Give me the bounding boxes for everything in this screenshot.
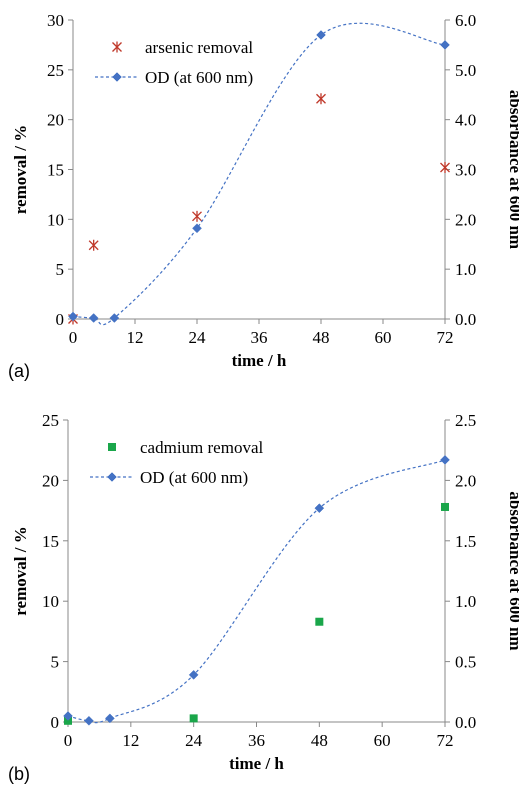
- y2-tick-label: 0.0: [455, 713, 476, 732]
- y2-tick-label: 6.0: [455, 11, 476, 30]
- series-cadmium: [64, 502, 449, 725]
- y2-tick-label: 1.0: [455, 260, 476, 279]
- y-tick-label: 5: [51, 653, 60, 672]
- y2-axis-label: absorbance at 600 nm: [506, 90, 519, 249]
- data-point: [314, 503, 325, 514]
- data-point: [63, 711, 73, 721]
- y-tick-label: 20: [47, 111, 64, 130]
- data-point: [188, 670, 199, 680]
- y2-axis-label: absorbance at 600 nm: [506, 491, 519, 650]
- y2-tick-label: 2.0: [455, 210, 476, 229]
- y-tick-label: 20: [42, 471, 59, 490]
- data-point: [441, 502, 449, 511]
- x-tick-label: 24: [185, 731, 203, 750]
- legend-item: OD (at 600 nm): [90, 468, 248, 487]
- x-tick-label: 72: [437, 328, 454, 347]
- legend-label: arsenic removal: [145, 38, 253, 57]
- y-tick-label: 30: [47, 11, 64, 30]
- data-point: [84, 715, 94, 726]
- data-point: [88, 239, 99, 251]
- legend-marker: [107, 472, 117, 482]
- data-point: [316, 30, 326, 40]
- y2-tick-label: 2.0: [455, 471, 476, 490]
- y2-tick-label: 5.0: [455, 61, 476, 80]
- series-od: [68, 22, 450, 326]
- legend: arsenic removal OD (at 600 nm): [95, 38, 253, 87]
- y2-tick-label: 2.5: [455, 411, 476, 430]
- data-point: [192, 223, 202, 234]
- legend-marker: [112, 72, 122, 82]
- y-tick-label: 15: [42, 532, 59, 551]
- y2-tick-label: 0.0: [455, 310, 476, 329]
- x-axis-label: time / h: [232, 351, 287, 370]
- x-tick-label: 24: [189, 328, 207, 347]
- x-tick-label: 12: [122, 731, 139, 750]
- x-tick-label: 36: [251, 328, 268, 347]
- data-point: [316, 93, 326, 105]
- y-axis-label: removal / %: [11, 526, 30, 615]
- x-tick-label: 12: [127, 328, 144, 347]
- panel-label: (b): [8, 764, 30, 784]
- y-tick-label: 10: [42, 592, 59, 611]
- y2-tick-label: 1.0: [455, 592, 476, 611]
- x-tick-label: 0: [69, 328, 78, 347]
- chart-panel-a: 0 5 10 15 20 25 30 0.0 1.0 2.0 3.0 4.0 5.0 6.0 0 12 24 36…: [8, 11, 519, 381]
- y-tick-label: 5: [56, 260, 65, 279]
- x-tick-label: 72: [437, 731, 454, 750]
- x-tick-label: 48: [311, 731, 328, 750]
- data-point: [189, 714, 198, 723]
- data-point: [192, 210, 202, 222]
- legend-item: cadmium removal: [108, 438, 263, 457]
- panel-label: (a): [8, 361, 30, 381]
- y2-tick-label: 4.0: [455, 111, 476, 130]
- legend-label: cadmium removal: [140, 438, 263, 457]
- series-od: [63, 455, 450, 726]
- series-arsenic: [68, 93, 450, 325]
- data-point: [105, 713, 115, 724]
- chart-panel-b: 0 5 10 15 20 25 0.0 0.5 1.0 1.5 2.0 2.5 0 12 24 36 48 60 7…: [8, 411, 519, 784]
- y-tick-label: 25: [42, 411, 59, 430]
- data-point: [440, 40, 450, 50]
- x-tick-label: 60: [374, 731, 391, 750]
- y-tick-label: 0: [56, 310, 65, 329]
- legend-marker: [108, 443, 116, 451]
- x-tick-label: 36: [248, 731, 265, 750]
- y-tick-label: 0: [51, 713, 60, 732]
- x-axis-label: time / h: [229, 754, 284, 773]
- y2-tick-label: 1.5: [455, 532, 476, 551]
- legend-item: arsenic removal: [112, 38, 253, 57]
- legend-item: OD (at 600 nm): [95, 68, 253, 87]
- series-line: [67, 459, 446, 724]
- y2-tick-label: 3.0: [455, 161, 476, 180]
- data-point: [440, 162, 450, 174]
- data-point: [440, 455, 450, 465]
- y-tick-label: 25: [47, 61, 64, 80]
- series-line: [72, 22, 446, 326]
- legend-label: OD (at 600 nm): [140, 468, 248, 487]
- x-tick-label: 0: [64, 731, 73, 750]
- data-point: [88, 313, 99, 323]
- x-tick-label: 60: [375, 328, 392, 347]
- data-point: [68, 311, 78, 322]
- legend-label: OD (at 600 nm): [145, 68, 253, 87]
- y-tick-label: 10: [47, 210, 64, 229]
- data-point: [109, 313, 120, 323]
- legend-marker: [112, 41, 122, 53]
- legend: cadmium removal OD (at 600 nm): [90, 438, 263, 487]
- y-tick-label: 15: [47, 161, 64, 180]
- y-axis-label: removal / %: [11, 125, 30, 214]
- y2-tick-label: 0.5: [455, 653, 476, 672]
- data-point: [315, 617, 324, 626]
- x-tick-label: 48: [313, 328, 330, 347]
